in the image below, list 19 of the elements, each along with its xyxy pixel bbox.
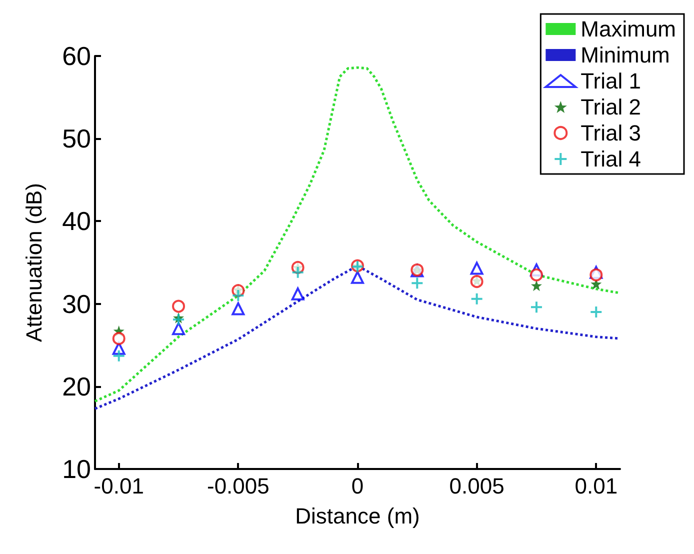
legend-label: Trial 1 [580,68,641,94]
x-tick-label: 0 [351,474,364,498]
legend-label: Minimum [580,42,670,68]
legend-label: Trial 4 [580,146,641,172]
legend-label: Maximum [580,16,676,42]
x-axis-title: Distance (m) [295,504,420,528]
y-tick-label: 10 [62,454,91,484]
y-tick-label: 20 [62,371,91,402]
y-tick-label: 40 [62,206,91,236]
x-tick-label: 0.01 [574,474,618,498]
x-tick-label: 0.005 [449,474,504,498]
y-tick-label: 50 [62,124,91,154]
y-tick-label: 60 [62,41,91,71]
y-tick-label: 30 [62,288,91,319]
legend-label: Trial 3 [580,120,641,146]
x-tick-label: -0.005 [206,474,270,498]
legend-label: Trial 2 [580,94,641,120]
x-tick-label: -0.01 [94,474,144,498]
y-axis-title: Attenuation (dB) [22,183,46,342]
